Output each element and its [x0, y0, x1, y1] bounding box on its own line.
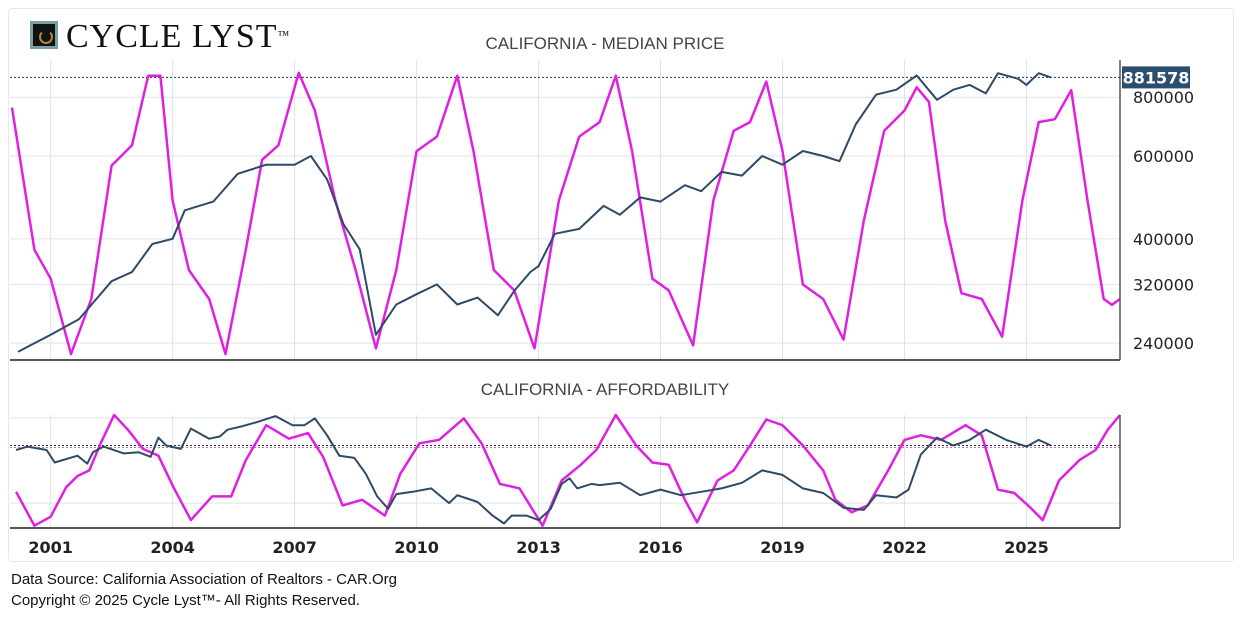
x-tick-label: 2016: [638, 538, 683, 557]
y-tick-label: 800000: [1133, 88, 1194, 107]
x-tick-label: 2007: [272, 538, 317, 557]
y-tick-label: 320000: [1133, 275, 1194, 294]
affordability-line: [15, 415, 1052, 525]
logo-trademark: ™: [277, 28, 291, 42]
price-chart-title: CALIFORNIA - MEDIAN PRICE: [485, 34, 725, 53]
x-tick-label: 2010: [394, 538, 439, 557]
y-tick-label: 240000: [1133, 334, 1194, 353]
x-tick-label: 2022: [882, 538, 927, 557]
x-tick-label: 2013: [516, 538, 561, 557]
affordability-cycle-line: [15, 413, 1121, 527]
x-tick-label: 2001: [28, 538, 73, 557]
y-tick-label: 400000: [1133, 230, 1194, 249]
x-tick-label: 2019: [760, 538, 805, 557]
median-price-line: [17, 72, 1052, 353]
affordability-chart-title: CALIFORNIA - AFFORDABILITY: [480, 380, 730, 399]
x-tick-label: 2004: [150, 538, 195, 557]
logo-icon: [30, 21, 58, 49]
x-tick-label: 2025: [1004, 538, 1049, 557]
copyright: Copyright © 2025 Cycle Lyst™- All Rights…: [11, 592, 360, 609]
last-value-label: 881578: [1123, 68, 1190, 87]
price-cycle-line: [10, 71, 1121, 356]
y-tick-label: 600000: [1133, 147, 1194, 166]
last-value-badge: [1122, 66, 1190, 89]
cycle-lyst-logo: CYCLE LYST™: [30, 18, 290, 56]
data-source: Data Source: California Association of R…: [11, 571, 397, 588]
logo-text: CYCLE LYST: [66, 18, 278, 55]
